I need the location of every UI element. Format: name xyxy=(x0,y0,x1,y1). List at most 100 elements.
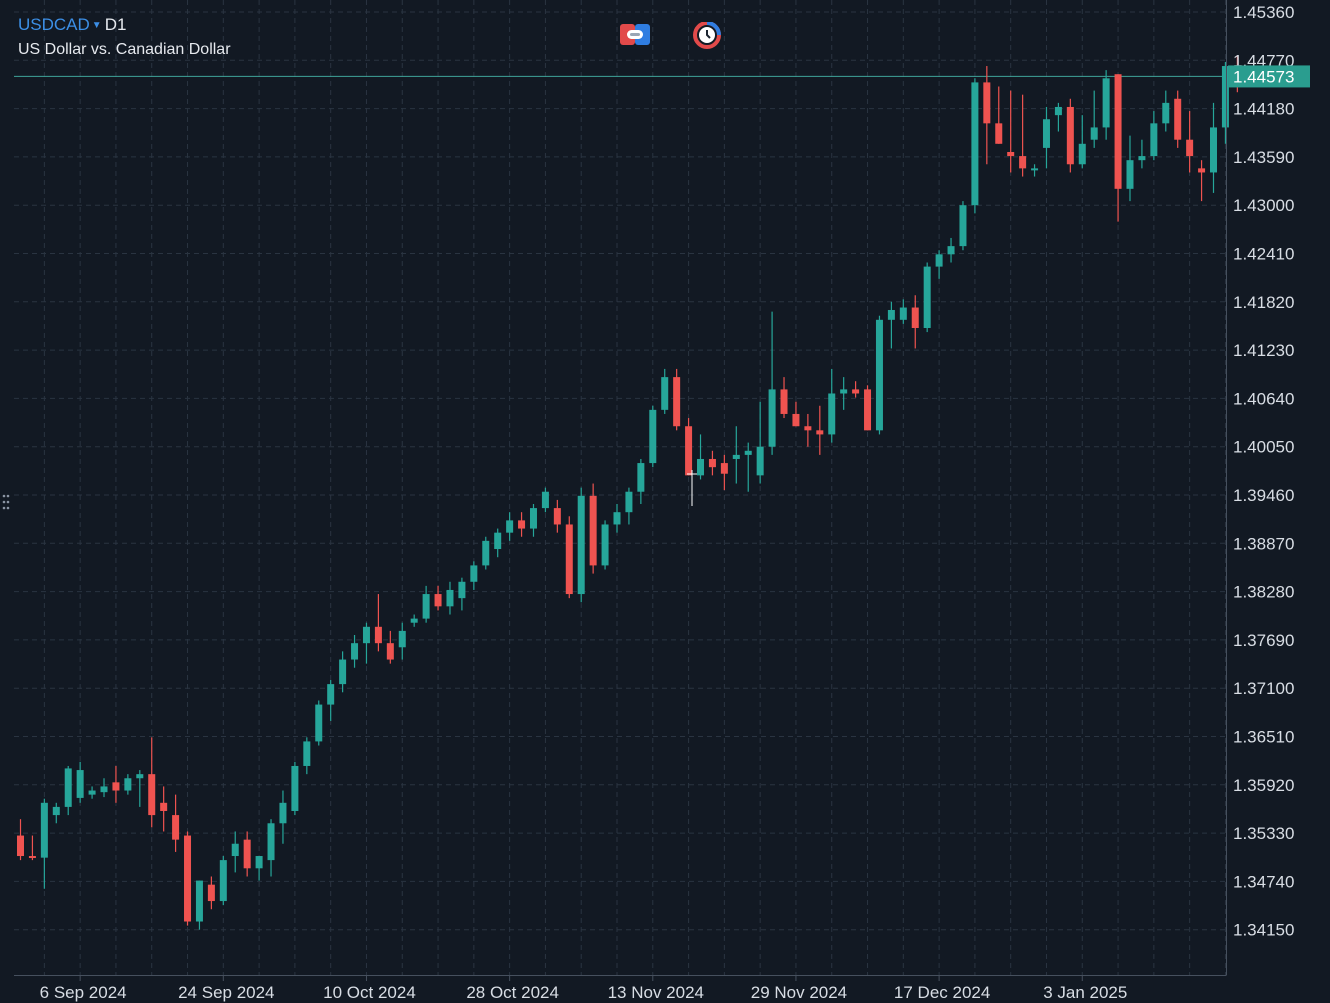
y-tick-label: 1.41820 xyxy=(1233,293,1294,312)
candle-up xyxy=(1042,106,1050,169)
candle-body xyxy=(88,790,96,795)
candle-body xyxy=(1198,168,1206,173)
candle-up xyxy=(661,368,669,414)
candle-up xyxy=(362,622,370,664)
candle-body xyxy=(637,463,645,492)
candle-down xyxy=(995,86,1003,144)
candle-up xyxy=(744,442,752,492)
candle-up xyxy=(136,770,144,807)
candle-body xyxy=(804,426,812,431)
candle-body xyxy=(410,618,418,623)
trade-panel-button[interactable] xyxy=(619,22,651,50)
symbol-dropdown-icon[interactable]: ▼ xyxy=(91,20,102,31)
x-tick-label: 29 Nov 2024 xyxy=(751,983,847,1002)
candle-body xyxy=(422,594,430,619)
candle-up xyxy=(732,426,740,484)
candle-down xyxy=(720,454,728,491)
candle-body xyxy=(1042,119,1050,148)
candle-body xyxy=(231,843,239,857)
x-tick-label: 13 Nov 2024 xyxy=(608,983,704,1002)
candle-up xyxy=(1102,70,1110,140)
x-tick-label: 3 Jan 2025 xyxy=(1043,983,1127,1002)
candle-body xyxy=(887,309,895,320)
candle-up xyxy=(291,761,299,816)
candle-body xyxy=(1138,156,1146,161)
candle-down xyxy=(864,385,872,431)
candle-up xyxy=(1126,135,1134,202)
y-tick-label: 1.34740 xyxy=(1233,872,1294,891)
candle-up xyxy=(398,622,406,660)
y-tick-label: 1.35330 xyxy=(1233,824,1294,843)
candle-body xyxy=(124,778,132,791)
candle-body xyxy=(601,524,609,566)
candle-up xyxy=(255,856,263,881)
candle-down xyxy=(816,405,824,455)
candle-body xyxy=(1150,123,1158,157)
panel-resize-handle[interactable] xyxy=(2,493,10,511)
y-tick-label: 1.35920 xyxy=(1233,776,1294,795)
candle-body xyxy=(291,765,299,811)
candle-up xyxy=(482,536,490,570)
candle-body xyxy=(792,413,800,427)
candle-body xyxy=(339,659,347,685)
candle-body xyxy=(816,430,824,435)
candle-down xyxy=(184,831,192,926)
candle-down xyxy=(565,516,573,599)
y-tick-label: 1.39460 xyxy=(1233,486,1294,505)
candle-up xyxy=(410,614,418,627)
candle-body xyxy=(864,389,872,431)
candle-down xyxy=(1019,94,1027,177)
candle-body xyxy=(136,774,144,779)
candle-up xyxy=(577,487,585,603)
candle-up xyxy=(446,581,454,615)
candle-up xyxy=(231,831,239,873)
candle-body xyxy=(1031,168,1039,171)
candle-down xyxy=(804,413,812,447)
x-tick-label: 17 Dec 2024 xyxy=(894,983,990,1002)
clock-button[interactable] xyxy=(690,21,722,50)
candle-body xyxy=(482,540,490,566)
candle-down xyxy=(589,483,597,574)
clock-icon xyxy=(693,21,721,49)
candle-down xyxy=(708,450,716,476)
candle-up xyxy=(1162,90,1170,132)
y-tick-label: 1.37100 xyxy=(1233,679,1294,698)
y-tick-label: 1.40640 xyxy=(1233,389,1294,408)
candle-up xyxy=(219,856,227,906)
candle-body xyxy=(267,823,275,861)
y-tick-label: 1.40050 xyxy=(1233,438,1294,457)
chart-header: USDCAD ▼ D1 US Dollar vs. Canadian Dollar xyxy=(18,14,231,61)
candle-body xyxy=(899,307,907,320)
candle-body xyxy=(1174,98,1182,140)
candle-down xyxy=(172,794,180,852)
candle-body xyxy=(160,802,168,811)
candle-body xyxy=(1186,139,1194,157)
candle-up xyxy=(458,577,466,611)
candle-body xyxy=(1126,160,1134,189)
candle-body xyxy=(172,815,180,840)
candle-down xyxy=(207,876,215,910)
candle-down xyxy=(1198,160,1206,202)
symbol-label[interactable]: USDCAD xyxy=(18,15,90,34)
timeframe-label[interactable]: D1 xyxy=(104,15,127,34)
candle-body xyxy=(541,491,549,509)
candle-body xyxy=(780,389,788,414)
candle-body xyxy=(1221,66,1229,128)
candle-up xyxy=(279,790,287,844)
candle-up xyxy=(1054,102,1062,132)
candle-down xyxy=(148,737,156,828)
candle-body xyxy=(971,82,979,206)
candle-up xyxy=(64,765,72,816)
candle-down xyxy=(243,831,251,877)
candle-body xyxy=(398,630,406,648)
y-tick-label: 1.37690 xyxy=(1233,631,1294,650)
candle-down xyxy=(434,585,442,611)
candle-up xyxy=(637,458,645,505)
y-tick-label: 1.45360 xyxy=(1233,3,1294,22)
candle-body xyxy=(112,782,120,791)
candle-down xyxy=(685,418,693,476)
y-tick-label: 1.38870 xyxy=(1233,534,1294,553)
candle-body xyxy=(732,454,740,459)
candle-body xyxy=(553,508,561,525)
